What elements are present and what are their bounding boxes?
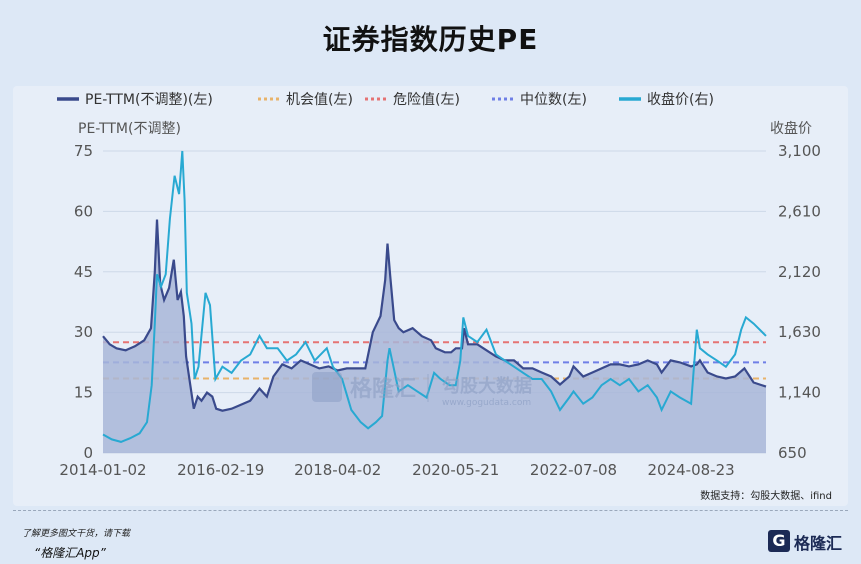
watermark-brand2: 勾股大数据 (442, 375, 532, 397)
left-tick-label: 15 (74, 384, 93, 402)
legend-label: 危险值(左) (393, 92, 460, 108)
chart-title: 证券指数历史PE (322, 23, 539, 56)
axes: 0 15 30 45 60 75 650 1,140 1,630 2,120 2,610 3,100 2… (59, 120, 821, 479)
x-tick-label: 2020-05-21 (412, 461, 499, 479)
legend-item[interactable]: PE-TTM(不调整)(左) (57, 92, 213, 108)
footer-hint: 了解更多图文干货，请下载 (22, 529, 131, 539)
x-tick-label: 2014-01-02 (59, 461, 146, 479)
legend-item[interactable]: 中位数(左) (492, 92, 587, 108)
watermark-brand: 格隆汇 (350, 376, 416, 402)
x-tick-label: 2016-02-19 (177, 461, 264, 479)
legend: PE-TTM(不调整)(左) 机会值(左) 危险值(左) 中位数(左) 收盘价(右) (57, 91, 714, 108)
x-tick-label: 2024-08-23 (647, 461, 734, 479)
right-tick-label: 2,120 (778, 263, 821, 281)
left-tick-label: 0 (83, 444, 93, 462)
right-tick-label: 1,140 (778, 384, 821, 402)
left-tick-label: 30 (74, 323, 93, 341)
legend-item[interactable]: 收盘价(右) (619, 91, 714, 108)
data-source: 数据支持：勾股大数据、ifind (700, 489, 832, 502)
x-tick-label: 2022-07-08 (530, 461, 617, 479)
brand-logo: G 格隆汇 (768, 530, 858, 556)
right-tick-label: 650 (778, 444, 807, 462)
legend-label: PE-TTM(不调整)(左) (85, 92, 213, 108)
legend-item[interactable]: 机会值(左) (258, 92, 353, 108)
pe-area (103, 219, 766, 453)
left-tick-label: 75 (74, 142, 93, 160)
brand-mark-icon: G (768, 530, 790, 552)
legend-label: 机会值(左) (286, 92, 353, 108)
left-axis-title: PE-TTM(不调整) (78, 121, 181, 137)
brand-text: 格隆汇 (794, 534, 843, 553)
legend-label: 收盘价(右) (647, 91, 714, 108)
legend-item[interactable]: 危险值(左) (365, 92, 460, 108)
series-layer (102, 150, 767, 453)
right-axis-title: 收盘价 (770, 120, 812, 137)
legend-label: 中位数(左) (520, 92, 587, 108)
right-tick-label: 3,100 (778, 142, 821, 160)
watermark-logo-icon (312, 372, 342, 402)
footer-divider (13, 510, 848, 511)
close-price-line (102, 150, 767, 443)
x-tick-label: 2018-04-02 (294, 461, 381, 479)
right-tick-label: 2,610 (778, 202, 821, 220)
right-tick-label: 1,630 (778, 323, 821, 341)
left-tick-label: 45 (74, 263, 93, 281)
left-tick-label: 60 (74, 202, 93, 220)
pe-line (102, 219, 767, 412)
watermark-url: www.gogudata.com (442, 398, 531, 408)
footer-app-name: “格隆汇App” (34, 546, 106, 560)
